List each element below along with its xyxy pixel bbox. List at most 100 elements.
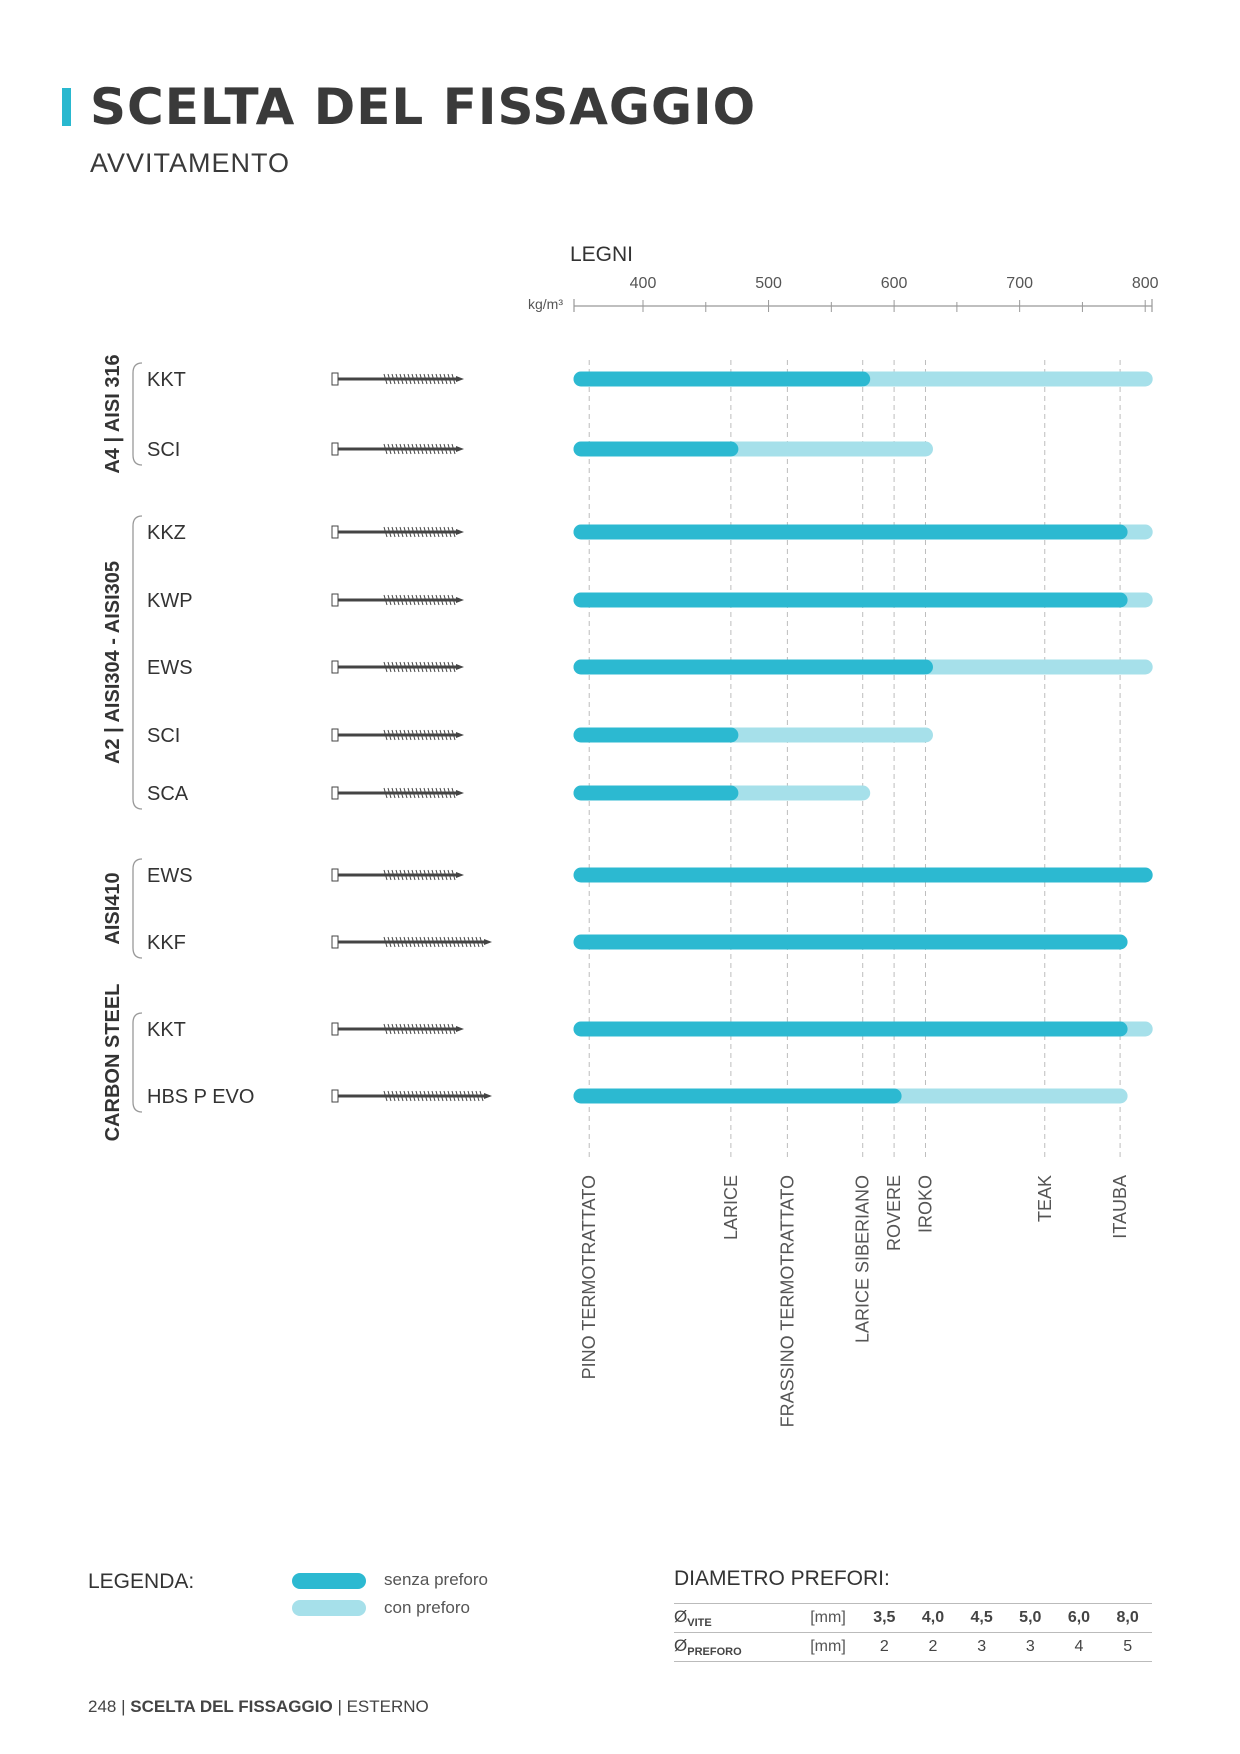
table-cell: 3,5 — [860, 1603, 909, 1633]
screw-thread-icon — [383, 661, 388, 673]
screw-thread-icon — [387, 1023, 392, 1035]
wood-label: LARICE SIBERIANO — [853, 1175, 873, 1343]
screw-thread-icon — [431, 787, 436, 799]
screw-thread-icon — [407, 661, 412, 673]
screw-thread-icon — [403, 787, 408, 799]
screw-thread-icon — [435, 526, 440, 538]
screw-thread-icon — [467, 1090, 472, 1102]
screw-thread-icon — [391, 1023, 396, 1035]
wood-label: ITAUBA — [1110, 1175, 1130, 1239]
table-cell: 3 — [957, 1632, 1006, 1662]
screw-thread-icon — [435, 869, 440, 881]
screw-thread-icon — [431, 526, 436, 538]
legend-swatch-senza-preforo — [292, 1573, 366, 1589]
unit-label: kg/m³ — [528, 296, 563, 312]
unit-cell: [mm] — [796, 1603, 860, 1633]
screw-thread-icon — [403, 1090, 408, 1102]
screw-thread-icon — [399, 1090, 404, 1102]
row-label-vite: VITE — [687, 1617, 712, 1629]
screw-thread-icon — [439, 661, 444, 673]
title-accent-bar — [62, 88, 71, 126]
screw-thread-icon — [443, 1090, 448, 1102]
screw-tip-icon — [456, 790, 464, 796]
screw-label: KKF — [147, 932, 186, 954]
screw-tip-icon — [456, 732, 464, 738]
screw-thread-icon — [387, 526, 392, 538]
screw-thread-icon — [431, 373, 436, 385]
screw-head-icon — [331, 1089, 339, 1103]
screw-thread-icon — [399, 787, 404, 799]
screw-thread-icon — [423, 661, 428, 673]
screw-thread-icon — [387, 373, 392, 385]
screw-thread-icon — [407, 729, 412, 741]
footer-chapter: ESTERNO — [346, 1697, 429, 1716]
screw-thread-icon — [415, 373, 420, 385]
screw-thread-icon — [423, 526, 428, 538]
screw-thread-icon — [403, 443, 408, 455]
screw-thread-icon — [451, 526, 456, 538]
screw-label: KKZ — [147, 522, 186, 544]
screw-label: HBS P EVO — [147, 1086, 254, 1108]
screw-thread-icon — [407, 1090, 412, 1102]
screw-thread-icon — [415, 787, 420, 799]
table-cell: 8,0 — [1103, 1603, 1152, 1633]
table-cell: 4 — [1054, 1632, 1104, 1662]
diameter-symbol: Ø — [674, 1607, 688, 1626]
group-bracket — [132, 858, 143, 959]
screw-thread-icon — [399, 869, 404, 881]
screw-thread-icon — [415, 936, 420, 948]
screw-thread-icon — [439, 936, 444, 948]
screw-thread-icon — [439, 869, 444, 881]
table-cell: 5,0 — [1005, 1603, 1055, 1633]
screw-thread-icon — [439, 1023, 444, 1035]
screw-head-icon — [331, 593, 339, 607]
screw-thread-icon — [443, 787, 448, 799]
screw-thread-icon — [447, 373, 452, 385]
page-footer: 248 | SCELTA DEL FISSAGGIO | ESTERNO — [88, 1697, 429, 1717]
screw-thread-icon — [435, 729, 440, 741]
screw-thread-icon — [431, 869, 436, 881]
screw-thread-icon — [431, 661, 436, 673]
screw-thread-icon — [419, 869, 424, 881]
screw-thread-icon — [443, 729, 448, 741]
screw-thread-icon — [435, 787, 440, 799]
screw-thread-icon — [395, 1023, 400, 1035]
group-bracket — [132, 1012, 143, 1113]
screw-thread-icon — [451, 869, 456, 881]
unit-cell: [mm] — [796, 1632, 860, 1662]
wood-label: FRASSINO TERMOTRATTATO — [777, 1175, 797, 1427]
legend-label-senza-preforo: senza preforo — [384, 1570, 488, 1589]
screw-thread-icon — [423, 869, 428, 881]
screw-thread-icon — [471, 936, 476, 948]
screw-thread-icon — [395, 787, 400, 799]
screw-tip-icon — [456, 664, 464, 670]
screw-thread-icon — [427, 526, 432, 538]
footer-separator: | — [121, 1697, 131, 1716]
wood-label: ROVERE — [884, 1175, 904, 1251]
screw-thread-icon — [423, 787, 428, 799]
screw-thread-icon — [403, 1023, 408, 1035]
screw-thread-icon — [395, 661, 400, 673]
screw-thread-icon — [443, 936, 448, 948]
screw-thread-icon — [443, 443, 448, 455]
screw-thread-icon — [439, 373, 444, 385]
screw-tip-icon — [456, 1026, 464, 1032]
wood-label: LARICE — [721, 1175, 741, 1240]
screw-label: KKT — [147, 1019, 186, 1041]
screw-tip-icon — [456, 872, 464, 878]
screw-thread-icon — [443, 526, 448, 538]
screw-head-icon — [331, 935, 339, 949]
page-number: 248 — [88, 1697, 117, 1716]
group-label: A4 | AISI 316 — [102, 354, 124, 473]
screw-thread-icon — [387, 594, 392, 606]
screw-thread-icon — [411, 443, 416, 455]
screw-thread-icon — [399, 443, 404, 455]
x-tick-label: 500 — [755, 275, 782, 292]
screw-thread-icon — [415, 729, 420, 741]
screw-thread-icon — [403, 526, 408, 538]
screw-thread-icon — [419, 661, 424, 673]
screw-thread-icon — [451, 936, 456, 948]
screw-thread-icon — [395, 729, 400, 741]
wood-label: IROKO — [915, 1175, 935, 1233]
screw-thread-icon — [427, 787, 432, 799]
